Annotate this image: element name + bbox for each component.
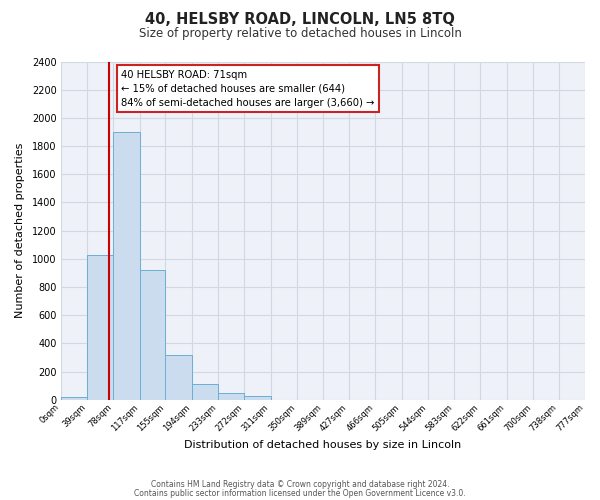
Text: Contains public sector information licensed under the Open Government Licence v3: Contains public sector information licen… [134, 489, 466, 498]
X-axis label: Distribution of detached houses by size in Lincoln: Distribution of detached houses by size … [184, 440, 461, 450]
Text: 40 HELSBY ROAD: 71sqm
← 15% of detached houses are smaller (644)
84% of semi-det: 40 HELSBY ROAD: 71sqm ← 15% of detached … [121, 70, 374, 108]
Bar [87, 256, 113, 400]
Y-axis label: Number of detached properties: Number of detached properties [15, 143, 25, 318]
Bar [218, 393, 244, 400]
Bar [166, 355, 192, 400]
Text: 40, HELSBY ROAD, LINCOLN, LN5 8TQ: 40, HELSBY ROAD, LINCOLN, LN5 8TQ [145, 12, 455, 28]
Text: Contains HM Land Registry data © Crown copyright and database right 2024.: Contains HM Land Registry data © Crown c… [151, 480, 449, 489]
Bar [113, 132, 140, 400]
Bar [244, 396, 271, 400]
Bar [140, 270, 166, 400]
Bar [192, 384, 218, 400]
Text: Size of property relative to detached houses in Lincoln: Size of property relative to detached ho… [139, 28, 461, 40]
Bar [61, 397, 87, 400]
